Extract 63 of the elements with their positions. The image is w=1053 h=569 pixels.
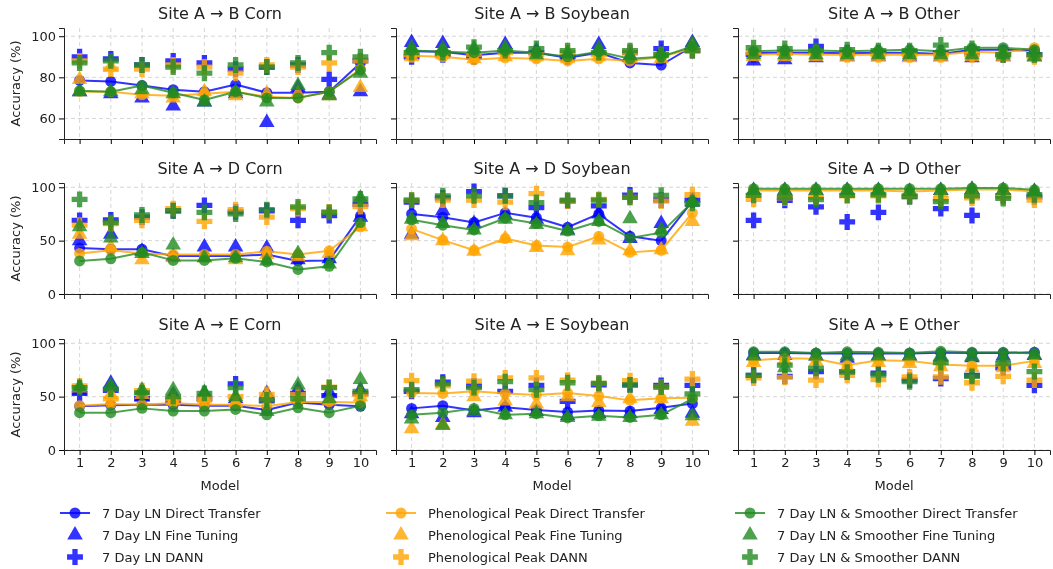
legend-label: 7 Day LN DANN (102, 550, 204, 565)
y-tick-label: 0 (47, 442, 56, 458)
chart-title: Site A → D Corn (157, 159, 283, 178)
x-axis-title: Model (874, 478, 914, 493)
y-axis-title: Accuracy (%) (8, 195, 23, 282)
y-tick-label: 50 (39, 233, 56, 249)
legend-label: 7 Day LN & Smoother Fine Tuning (777, 528, 996, 543)
y-tick-label: 50 (39, 389, 56, 405)
legend-label: Phenological Peak Direct Transfer (428, 506, 646, 521)
chart-title: Site A → E Corn (158, 315, 282, 334)
legend-label: 7 Day LN & Smoother DANN (777, 550, 961, 565)
x-axis-title: Model (532, 478, 572, 493)
x-tick-label: 2 (781, 455, 790, 471)
x-tick-label: 9 (999, 455, 1008, 471)
x-tick-label: 5 (532, 455, 542, 471)
x-tick-label: 2 (439, 455, 448, 471)
x-tick-label: 6 (231, 455, 241, 471)
x-tick-label: 10 (1026, 455, 1044, 471)
x-tick-label: 2 (107, 455, 116, 471)
x-tick-label: 8 (626, 455, 635, 471)
y-tick-label: 100 (31, 179, 56, 195)
chart-title: Site A → D Soybean (473, 159, 631, 178)
x-tick-label: 1 (749, 455, 759, 471)
x-tick-label: 5 (874, 455, 884, 471)
x-tick-label: 4 (501, 455, 510, 471)
legend-label: 7 Day LN Direct Transfer (102, 506, 262, 521)
y-tick-label: 80 (39, 69, 56, 85)
legend-label: Phenological Peak Fine Tuning (428, 528, 623, 543)
x-tick-label: 7 (937, 455, 946, 471)
y-tick-label: 0 (47, 286, 56, 302)
chart-title: Site A → E Other (828, 315, 960, 334)
x-tick-label: 9 (325, 455, 334, 471)
x-tick-label: 9 (657, 455, 666, 471)
chart-title: Site A → D Other (827, 159, 961, 178)
x-tick-label: 6 (563, 455, 573, 471)
y-tick-label: 100 (31, 335, 56, 351)
x-tick-label: 3 (812, 455, 821, 471)
x-tick-label: 6 (905, 455, 915, 471)
x-tick-label: 8 (968, 455, 977, 471)
x-tick-label: 1 (407, 455, 417, 471)
x-tick-label: 7 (263, 455, 272, 471)
y-tick-label: 60 (39, 111, 56, 127)
x-tick-label: 10 (352, 455, 370, 471)
x-tick-label: 10 (684, 455, 702, 471)
x-tick-label: 7 (595, 455, 604, 471)
y-axis-title: Accuracy (%) (8, 40, 23, 127)
chart-title: Site A → E Soybean (474, 315, 630, 334)
x-tick-label: 5 (200, 455, 210, 471)
chart-title: Site A → B Soybean (474, 4, 630, 23)
legend-label: 7 Day LN & Smoother Direct Transfer (777, 506, 1019, 521)
x-tick-label: 4 (843, 455, 852, 471)
x-axis-title: Model (200, 478, 240, 493)
chart-title: Site A → B Other (828, 4, 961, 23)
legend-label: Phenological Peak DANN (428, 550, 588, 565)
legend-label: 7 Day LN Fine Tuning (102, 528, 239, 543)
x-tick-label: 3 (138, 455, 147, 471)
x-tick-label: 1 (75, 455, 85, 471)
chart-title: Site A → B Corn (158, 4, 282, 23)
y-tick-label: 100 (31, 28, 56, 44)
x-tick-label: 8 (294, 455, 303, 471)
x-tick-label: 3 (470, 455, 479, 471)
y-axis-title: Accuracy (%) (8, 351, 23, 438)
x-tick-label: 4 (169, 455, 178, 471)
